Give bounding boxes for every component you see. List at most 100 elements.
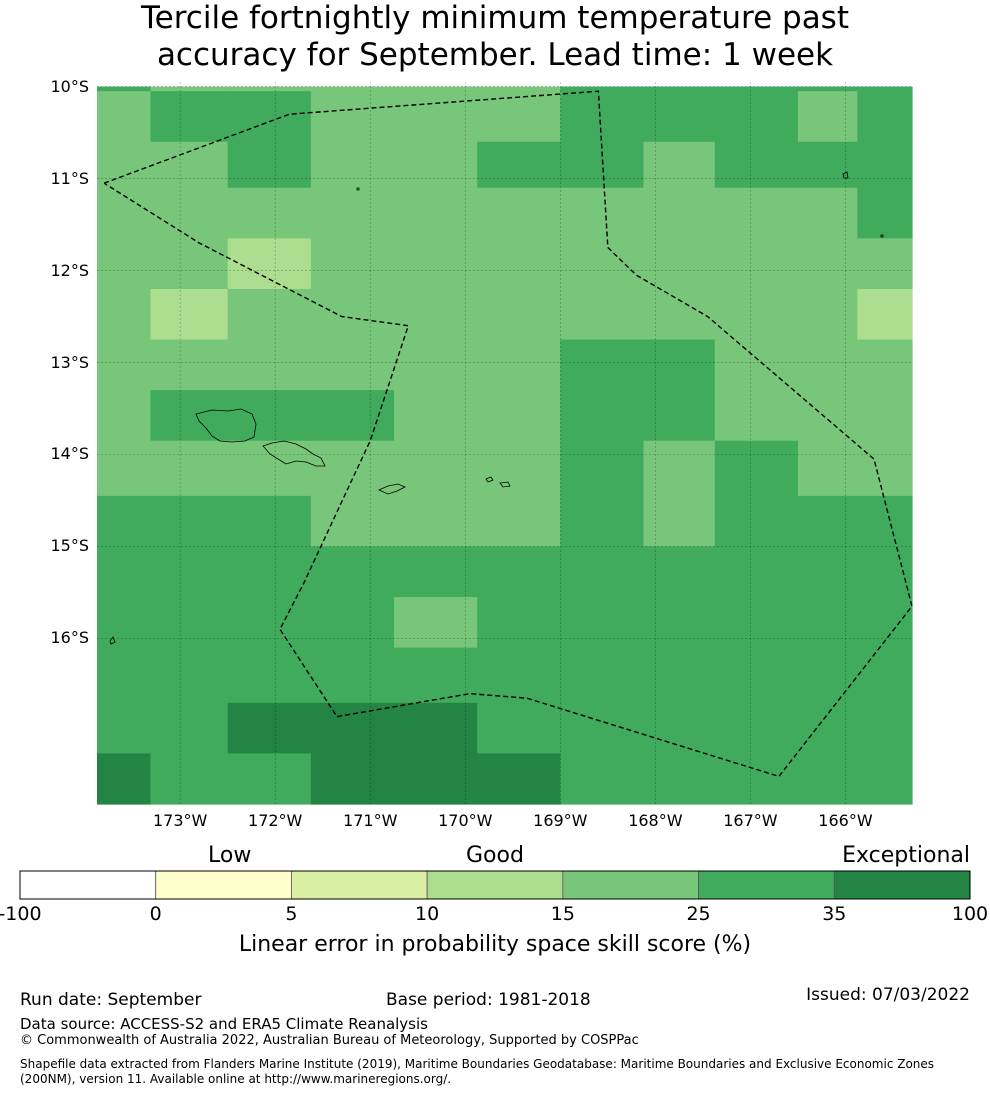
longitude-label: 169°W xyxy=(533,811,588,830)
islet xyxy=(880,234,884,238)
skill-cell xyxy=(797,647,858,704)
skill-cell xyxy=(310,339,395,391)
islet xyxy=(109,636,116,645)
colorbar-bin xyxy=(698,870,835,900)
skill-cell xyxy=(643,288,716,341)
skill-cell xyxy=(797,753,858,805)
skill-cell xyxy=(227,647,312,704)
skill-cell xyxy=(643,86,716,92)
skill-cell xyxy=(227,339,312,391)
skill-cell xyxy=(97,339,152,391)
skill-cell xyxy=(227,238,312,290)
longitude-label: 168°W xyxy=(628,811,683,830)
skill-cell xyxy=(227,141,312,189)
colorbar-tick-label: 25 xyxy=(686,903,711,925)
skill-cell xyxy=(560,339,645,391)
skill-cell xyxy=(97,753,152,805)
colorbar-tick-label: 100 xyxy=(951,903,989,925)
skill-cell xyxy=(797,187,858,239)
colorbar-tick-label: -100 xyxy=(0,903,42,925)
skill-cell xyxy=(477,440,561,497)
skill-cell xyxy=(857,91,913,143)
colorbar-category-good: Good xyxy=(466,843,524,868)
skill-cell xyxy=(797,86,858,92)
skill-cell xyxy=(797,288,858,341)
skill-cell xyxy=(714,753,799,805)
skill-cell xyxy=(477,546,561,598)
skill-cell xyxy=(714,288,799,341)
skill-cell xyxy=(797,141,858,189)
skill-cell xyxy=(857,647,913,704)
latitude-label: 11°S xyxy=(50,168,89,188)
skill-cell xyxy=(97,238,152,290)
title-line-2: accuracy for September. Lead time: 1 wee… xyxy=(156,37,834,73)
skill-cell xyxy=(643,753,716,805)
latitude-label: 15°S xyxy=(50,536,89,556)
latitude-label: 14°S xyxy=(50,444,89,464)
colorbar-tick-label: 35 xyxy=(822,903,847,925)
shapefile-credit-line-1: Shapefile data extracted from Flanders M… xyxy=(20,1057,935,1071)
skill-cell xyxy=(797,339,858,391)
skill-cell xyxy=(310,288,395,341)
skill-cell xyxy=(477,86,561,92)
colorbar-category-exceptional: Exceptional xyxy=(842,843,970,868)
skill-cell xyxy=(394,86,478,92)
skill-cell xyxy=(797,390,858,442)
longitude-label: 173°W xyxy=(152,811,208,830)
skill-cell xyxy=(227,597,312,649)
colorbar xyxy=(19,870,971,900)
skill-cell xyxy=(857,187,913,239)
skill-cell xyxy=(150,440,229,497)
skill-cell xyxy=(394,187,478,239)
skill-cell xyxy=(97,597,152,649)
skill-cell xyxy=(714,238,799,290)
skill-cell xyxy=(97,702,152,755)
skill-cell xyxy=(150,546,229,598)
skill-cell xyxy=(477,495,561,548)
colorbar-tick-label: 15 xyxy=(550,903,575,925)
colorbar-bin xyxy=(19,870,157,900)
base-period: Base period: 1981-2018 xyxy=(386,990,591,1010)
skill-cell xyxy=(310,597,395,649)
colorbar-tick-label: 5 xyxy=(285,903,298,925)
skill-cell xyxy=(477,597,561,649)
latitude-label: 12°S xyxy=(50,260,89,280)
skill-cell xyxy=(714,86,799,92)
skill-cell xyxy=(643,141,716,189)
skill-cell xyxy=(560,647,645,704)
skill-cell xyxy=(714,141,799,189)
skill-cell xyxy=(797,238,858,290)
skill-cell xyxy=(560,288,645,341)
skill-cell xyxy=(310,390,395,442)
skill-cell xyxy=(857,86,913,92)
skill-cell xyxy=(714,91,799,143)
skill-cell xyxy=(97,390,152,442)
chart-title: Tercile fortnightly minimum temperature … xyxy=(0,0,990,74)
skill-cell xyxy=(643,390,716,442)
colorbar-tick-label: 10 xyxy=(415,903,440,925)
skill-cell xyxy=(97,141,152,189)
skill-cell xyxy=(643,702,716,755)
skill-cell xyxy=(227,288,312,341)
skill-cell xyxy=(477,91,561,143)
skill-cell xyxy=(394,288,478,341)
skill-cell xyxy=(477,238,561,290)
skill-cell xyxy=(477,390,561,442)
skill-cell xyxy=(857,702,913,755)
skill-cell xyxy=(477,647,561,704)
skill-cell xyxy=(560,238,645,290)
skill-cell xyxy=(394,238,478,290)
colorbar-bin xyxy=(155,870,292,900)
skill-cell xyxy=(97,546,152,598)
skill-cell xyxy=(643,187,716,239)
skill-cell xyxy=(477,753,561,805)
colorbar-category-low: Low xyxy=(208,843,252,868)
skill-cell xyxy=(310,495,395,548)
skill-cell xyxy=(97,647,152,704)
skill-cell xyxy=(643,647,716,704)
skill-cell xyxy=(310,753,395,805)
skill-cell xyxy=(310,91,395,143)
skill-cell xyxy=(150,647,229,704)
skill-cell xyxy=(477,702,561,755)
run-date: Run date: September xyxy=(20,990,202,1010)
